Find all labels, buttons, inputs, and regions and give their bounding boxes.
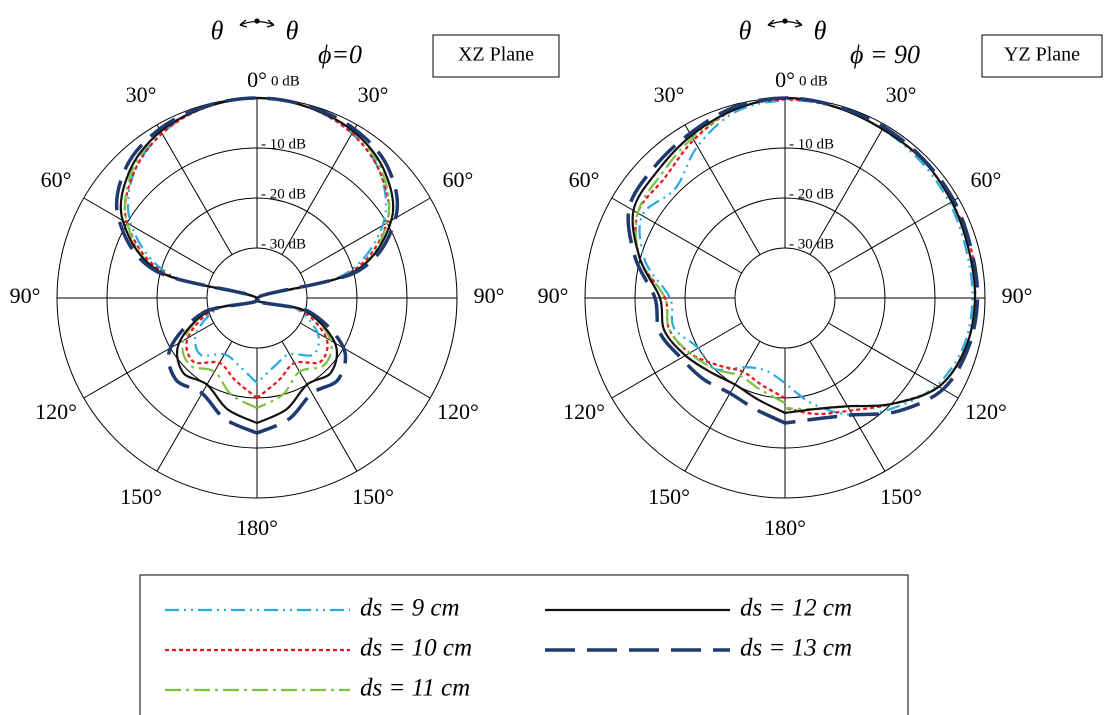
radial-line [828, 322, 959, 399]
theta-tick-label: 120° [965, 399, 1007, 424]
radial-line [684, 124, 761, 255]
phi-label: ϕ=0 [318, 40, 362, 69]
r-tick-label: - 30 dB [261, 236, 306, 252]
theta-tick-label: 90° [474, 283, 505, 308]
r-tick-label: - 10 dB [789, 136, 834, 152]
legend-box [139, 574, 909, 715]
legend-label: ds = 11 cm [360, 675, 470, 702]
legend-label: ds = 12 cm [740, 595, 852, 622]
radial-line [300, 322, 431, 399]
theta-tick-label: 0° [775, 67, 795, 92]
theta-tick-label: 120° [437, 399, 479, 424]
plane-label: YZ Plane [1004, 44, 1080, 66]
legend-label: ds = 13 cm [740, 635, 852, 662]
r-tick-label: 0 dB [799, 73, 828, 89]
theta-tick-label: 60° [971, 167, 1002, 192]
theta-tick-label: 120° [35, 399, 77, 424]
r-tick-label: - 10 dB [261, 136, 306, 152]
radial-line [611, 322, 742, 399]
theta-tick-label: 90° [10, 283, 41, 308]
theta-tick-label: 180° [764, 515, 806, 540]
theta-tick-label: 90° [1002, 283, 1033, 308]
pattern-line [126, 96, 388, 384]
plane-label: XZ Plane [458, 44, 534, 66]
theta-tick-label: 60° [569, 167, 600, 192]
direction-label: θ [286, 16, 299, 45]
theta-tick-label: 30° [126, 82, 157, 107]
radial-line [156, 341, 233, 472]
r-tick-label: - 20 dB [789, 186, 834, 202]
direction-label: θ [739, 16, 752, 45]
theta-tick-label: 150° [648, 484, 690, 509]
radial-line [809, 124, 886, 255]
theta-tick-label: 60° [41, 167, 72, 192]
direction-label: θ [814, 16, 827, 45]
legend-label: ds = 10 cm [360, 635, 472, 662]
theta-tick-label: 0° [247, 67, 267, 92]
plane-box [432, 34, 560, 78]
theta-tick-label: 60° [443, 167, 474, 192]
grid-circle [734, 247, 836, 349]
theta-tick-label: 150° [352, 484, 394, 509]
r-tick-label: - 30 dB [789, 236, 834, 252]
pattern-line [123, 96, 391, 409]
theta-tick-label: 120° [563, 399, 605, 424]
theta-tick-label: 180° [236, 515, 278, 540]
arrow-left [239, 18, 275, 28]
radial-line [684, 341, 761, 472]
pattern-line [119, 96, 395, 425]
pattern-line [634, 96, 977, 411]
theta-tick-label: 90° [538, 283, 569, 308]
arrow-right [767, 18, 803, 28]
pattern-line [626, 96, 980, 425]
radial-line [281, 124, 358, 255]
radial-line [83, 322, 214, 399]
phi-label: ϕ = 90 [850, 40, 920, 69]
legend-label: ds = 9 cm [360, 595, 460, 622]
radial-line [828, 197, 959, 274]
radial-line [300, 197, 431, 274]
direction-label: θ [211, 16, 224, 45]
radial-line [83, 197, 214, 274]
plane-box [981, 34, 1103, 78]
r-tick-label: 0 dB [271, 73, 300, 89]
theta-tick-label: 30° [886, 82, 917, 107]
theta-tick-label: 30° [654, 82, 685, 107]
theta-tick-label: 150° [120, 484, 162, 509]
theta-tick-label: 150° [880, 484, 922, 509]
radial-line [156, 124, 233, 255]
pattern-line [114, 96, 400, 435]
theta-tick-label: 30° [358, 82, 389, 107]
r-tick-label: - 20 dB [261, 186, 306, 202]
